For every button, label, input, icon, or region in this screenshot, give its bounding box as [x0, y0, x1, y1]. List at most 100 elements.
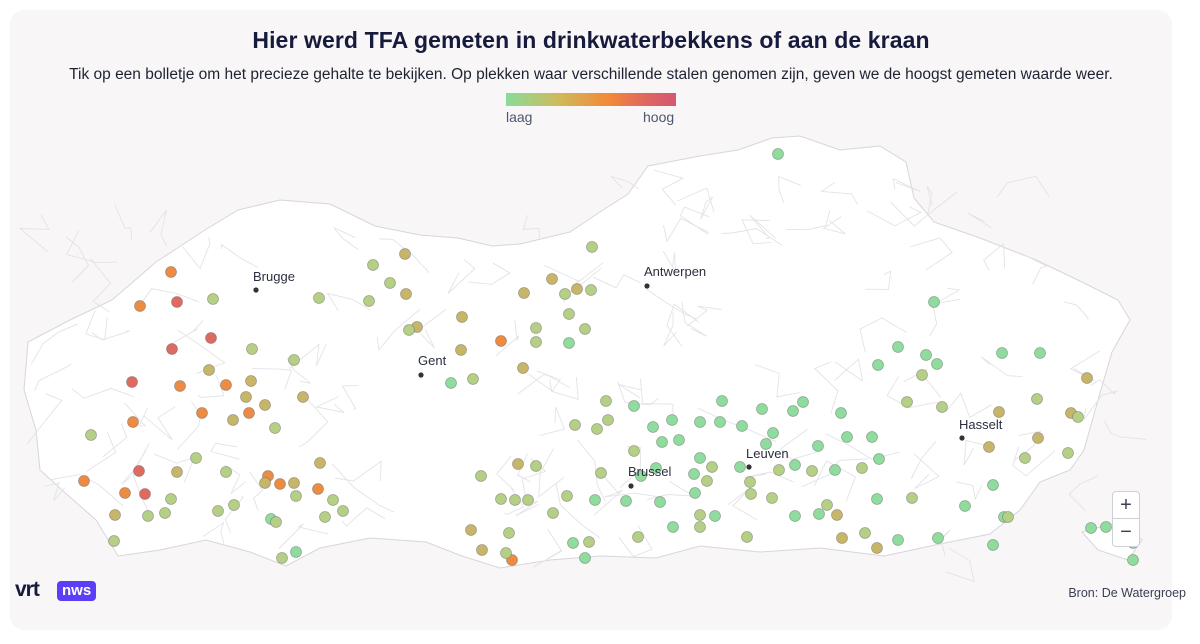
measurement-point[interactable] [931, 358, 943, 370]
measurement-point[interactable] [579, 323, 591, 335]
measurement-point[interactable] [635, 470, 647, 482]
measurement-point[interactable] [259, 399, 271, 411]
measurement-point[interactable] [1034, 347, 1046, 359]
measurement-point[interactable] [290, 546, 302, 558]
measurement-point[interactable] [600, 395, 612, 407]
measurement-point[interactable] [959, 500, 971, 512]
measurement-point[interactable] [240, 391, 252, 403]
measurement-point[interactable] [1081, 372, 1093, 384]
measurement-point[interactable] [127, 416, 139, 428]
measurement-point[interactable] [892, 534, 904, 546]
measurement-point[interactable] [171, 466, 183, 478]
measurement-point[interactable] [996, 347, 1008, 359]
measurement-point[interactable] [745, 488, 757, 500]
measurement-point[interactable] [559, 288, 571, 300]
measurement-point[interactable] [591, 423, 603, 435]
measurement-point[interactable] [632, 531, 644, 543]
measurement-point[interactable] [563, 308, 575, 320]
measurement-point[interactable] [856, 462, 868, 474]
measurement-point[interactable] [987, 479, 999, 491]
measurement-point[interactable] [993, 406, 1005, 418]
measurement-point[interactable] [445, 377, 457, 389]
measurement-point[interactable] [585, 284, 597, 296]
measurement-point[interactable] [495, 493, 507, 505]
measurement-point[interactable] [787, 405, 799, 417]
measurement-point[interactable] [714, 416, 726, 428]
measurement-point[interactable] [628, 445, 640, 457]
measurement-point[interactable] [465, 524, 477, 536]
measurement-point[interactable] [983, 441, 995, 453]
measurement-point[interactable] [650, 462, 662, 474]
measurement-point[interactable] [706, 461, 718, 473]
measurement-point[interactable] [475, 470, 487, 482]
measurement-point[interactable] [246, 343, 258, 355]
measurement-point[interactable] [987, 539, 999, 551]
measurement-point[interactable] [312, 483, 324, 495]
measurement-point[interactable] [269, 422, 281, 434]
measurement-point[interactable] [821, 499, 833, 511]
measurement-point[interactable] [928, 296, 940, 308]
measurement-point[interactable] [196, 407, 208, 419]
measurement-point[interactable] [741, 531, 753, 543]
measurement-point[interactable] [227, 414, 239, 426]
measurement-point[interactable] [174, 380, 186, 392]
measurement-point[interactable] [709, 510, 721, 522]
measurement-point[interactable] [920, 349, 932, 361]
measurement-point[interactable] [595, 467, 607, 479]
measurement-point[interactable] [455, 344, 467, 356]
measurement-point[interactable] [203, 364, 215, 376]
measurement-point[interactable] [367, 259, 379, 271]
measurement-point[interactable] [319, 511, 331, 523]
measurement-point[interactable] [363, 295, 375, 307]
measurement-point[interactable] [789, 459, 801, 471]
measurement-point[interactable] [806, 465, 818, 477]
measurement-point[interactable] [205, 332, 217, 344]
measurement-point[interactable] [314, 457, 326, 469]
measurement-point[interactable] [563, 337, 575, 349]
measurement-point[interactable] [602, 414, 614, 426]
measurement-point[interactable] [503, 527, 515, 539]
measurement-point[interactable] [1032, 432, 1044, 444]
measurement-point[interactable] [797, 396, 809, 408]
measurement-point[interactable] [835, 407, 847, 419]
measurement-point[interactable] [495, 335, 507, 347]
measurement-point[interactable] [1002, 511, 1014, 523]
measurement-point[interactable] [772, 148, 784, 160]
measurement-point[interactable] [906, 492, 918, 504]
measurement-point[interactable] [789, 510, 801, 522]
measurement-markers[interactable] [78, 148, 1139, 566]
measurement-point[interactable] [766, 492, 778, 504]
measurement-point[interactable] [546, 273, 558, 285]
measurement-point[interactable] [694, 416, 706, 428]
measurement-point[interactable] [220, 466, 232, 478]
measurement-point[interactable] [688, 468, 700, 480]
measurement-point[interactable] [628, 400, 640, 412]
measurement-point[interactable] [399, 248, 411, 260]
measurement-point[interactable] [1062, 447, 1074, 459]
measurement-point[interactable] [109, 509, 121, 521]
measurement-point[interactable] [569, 419, 581, 431]
measurement-point[interactable] [108, 535, 120, 547]
measurement-point[interactable] [530, 460, 542, 472]
measurement-point[interactable] [647, 421, 659, 433]
measurement-point[interactable] [297, 391, 309, 403]
measurement-point[interactable] [1019, 452, 1031, 464]
measurement-point[interactable] [831, 509, 843, 521]
measurement-point[interactable] [836, 532, 848, 544]
measurement-point[interactable] [656, 436, 668, 448]
measurement-point[interactable] [620, 495, 632, 507]
measurement-point[interactable] [892, 341, 904, 353]
measurement-point[interactable] [756, 403, 768, 415]
measurement-point[interactable] [270, 516, 282, 528]
measurement-point[interactable] [327, 494, 339, 506]
measurement-point[interactable] [133, 465, 145, 477]
measurement-point[interactable] [220, 379, 232, 391]
measurement-point[interactable] [259, 477, 271, 489]
measurement-point[interactable] [694, 509, 706, 521]
measurement-point[interactable] [871, 493, 883, 505]
measurement-point[interactable] [571, 283, 583, 295]
measurement-point[interactable] [673, 434, 685, 446]
measurement-point[interactable] [872, 359, 884, 371]
measurement-point[interactable] [666, 414, 678, 426]
measurement-point[interactable] [456, 311, 468, 323]
